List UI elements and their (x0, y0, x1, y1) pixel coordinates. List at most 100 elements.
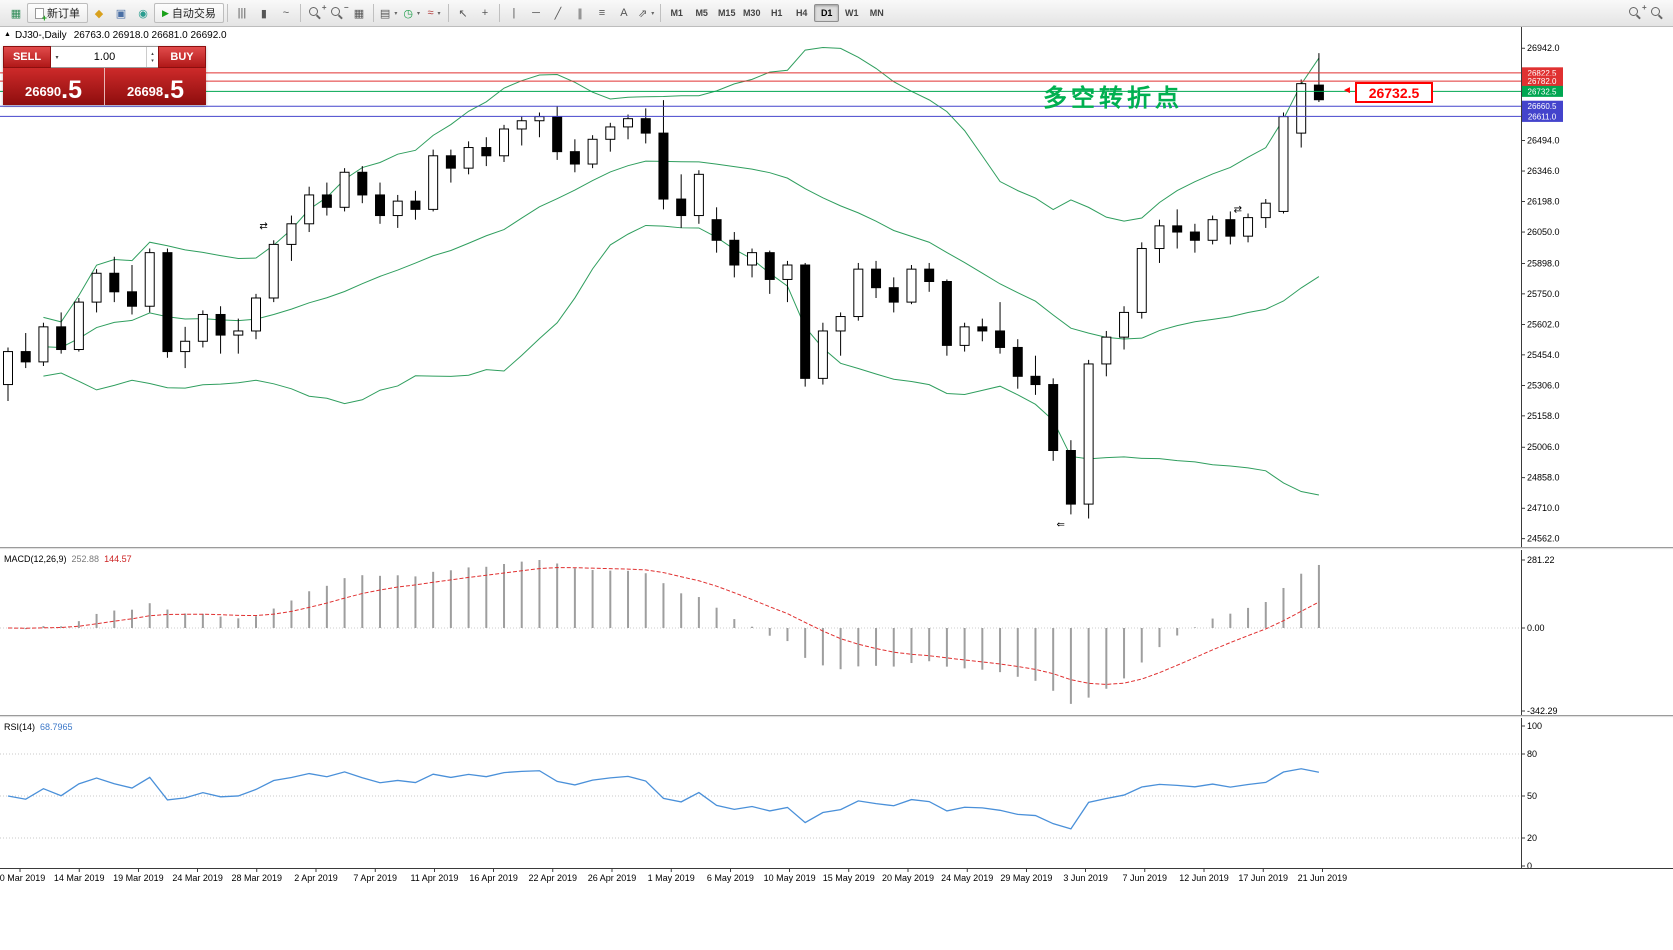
vertical-line-button[interactable]: | (503, 3, 525, 23)
arrows-objects-button[interactable]: ⇗ ▾ (635, 3, 657, 23)
price-axis-label: 26050.0 (1527, 227, 1560, 237)
equidistant-channel-button[interactable]: ∥ (569, 3, 591, 23)
arrows-objects-caret-icon: ▾ (651, 10, 655, 17)
candle-body (924, 268, 935, 283)
price-axis-label: 24562.0 (1527, 534, 1560, 544)
macd-indicator-label: MACD(12,26,9) 252.88 144.57 (4, 554, 137, 564)
new-order-button[interactable]: 新订单 (27, 3, 88, 23)
price-axis-label: 25306.0 (1527, 380, 1560, 390)
candle-body (375, 194, 386, 217)
crosshair-icon: + (481, 7, 489, 19)
separator-1 (226, 4, 228, 22)
cursor-button[interactable]: ↖ (452, 3, 474, 23)
price-axis[interactable] (1521, 27, 1673, 868)
find-symbol-button[interactable]: + (1624, 3, 1647, 23)
periods-button[interactable]: ◷ ▾ (400, 3, 423, 23)
volume-dropdown-caret-icon[interactable]: ▾ (55, 54, 59, 61)
date-axis[interactable] (0, 868, 1521, 890)
price-level-tag-label: 26660.5 (1528, 102, 1557, 111)
vertical-line-icon: | (512, 7, 516, 19)
rsi-value: 68.7965 (40, 722, 73, 732)
text-button[interactable]: A (613, 3, 635, 23)
candle-body (995, 330, 1006, 348)
spin-down-icon[interactable]: ▾ (151, 57, 154, 64)
timeframe-m1-button[interactable]: M1 (670, 8, 683, 18)
spin-up-icon[interactable]: ▴ (151, 50, 154, 57)
candle-body (304, 194, 315, 225)
macd-pane[interactable] (0, 550, 1521, 715)
timeframe-h1-button[interactable]: H1 (770, 8, 783, 18)
terminal-button[interactable]: ▦ (5, 3, 27, 23)
volume-spinner[interactable]: ▴ ▾ (146, 47, 158, 67)
crosshair-button[interactable]: + (474, 3, 496, 23)
indicators-button[interactable]: ≈ ▾ (423, 3, 445, 23)
candle-body (587, 138, 598, 165)
date-axis-label: 29 May 2019 (1000, 873, 1052, 883)
candle-body (959, 326, 970, 346)
price-axis-label: 25158.0 (1527, 411, 1560, 421)
price-divider (104, 68, 105, 105)
timeframe-mn-button[interactable]: MN (869, 8, 884, 18)
horizontal-line-button[interactable]: ─ (525, 3, 547, 23)
market-watch-button[interactable]: ◆ (88, 3, 110, 23)
candle-body (1083, 363, 1094, 505)
candle-body (180, 340, 191, 353)
timeframe-m30-button[interactable]: M30 (742, 8, 761, 18)
candle-body (853, 268, 864, 318)
sell-price-big: .5 (61, 76, 82, 104)
candle-body (747, 252, 758, 266)
candle-body (764, 252, 775, 280)
pane-divider-rsi[interactable] (0, 715, 1673, 718)
volume-input[interactable]: ▾ 1.00 ▴ ▾ (51, 46, 158, 68)
data-window-button[interactable]: ▣ (110, 3, 132, 23)
candle-body (3, 351, 13, 386)
candle-body (941, 281, 952, 346)
tile-windows-icon: ▦ (353, 7, 365, 20)
volume-value[interactable]: 1.00 (93, 51, 116, 63)
new-order-button-label: 新订单 (47, 8, 80, 20)
timeframe-m15-button[interactable]: M15 (717, 8, 736, 18)
tile-windows-button[interactable]: ▦ (348, 3, 370, 23)
candle-body (197, 313, 208, 342)
timeframe-w1-button[interactable]: W1 (844, 8, 859, 18)
rsi-pane[interactable] (0, 718, 1521, 868)
new-chart-button[interactable]: ▤ ▾ (377, 3, 400, 23)
fibonacci-icon: ≡ (598, 7, 606, 19)
candle-body (569, 151, 580, 165)
separator-4 (447, 4, 449, 22)
line-chart-type-button[interactable]: ~ (275, 3, 297, 23)
candle-body (1172, 225, 1183, 233)
pane-divider-macd[interactable] (0, 547, 1673, 550)
data-window-icon: ▣ (115, 7, 127, 20)
price-callout-box: 26732.5 (1355, 82, 1433, 103)
bar-chart-type-button[interactable]: ||| (231, 3, 253, 23)
price-level-tag (1521, 85, 1563, 97)
navigator-icon: ◉ (138, 7, 148, 20)
main-chart-pane[interactable] (0, 27, 1521, 547)
zoom-out-button[interactable]: − (326, 3, 349, 23)
buy-button[interactable]: BUY (158, 46, 206, 68)
sell-price-display[interactable]: 26690.5 (3, 68, 104, 105)
timeframe-m5-button[interactable]: M5 (695, 8, 708, 18)
chart-symbol-period: DJ30-,Daily (15, 30, 67, 41)
auto-trading-button[interactable]: ▶ 自动交易 (154, 3, 224, 23)
candle-body (481, 147, 492, 157)
candlestick-type-button[interactable]: ▮ (253, 3, 275, 23)
fibonacci-button[interactable]: ≡ (591, 3, 613, 23)
line-chart-type-icon: ~ (282, 7, 290, 19)
navigator-button[interactable]: ◉ (132, 3, 154, 23)
price-axis-label: 25602.0 (1527, 319, 1560, 329)
candle-body (428, 155, 439, 210)
date-axis-label: 17 Jun 2019 (1238, 873, 1288, 883)
trendline-button[interactable]: ╱ (547, 3, 569, 23)
search-button[interactable] (1646, 3, 1668, 23)
sell-button[interactable]: SELL (3, 46, 51, 68)
candle-body (215, 313, 226, 336)
zoom-in-button[interactable]: + (304, 3, 327, 23)
timeframe-d1-button[interactable]: D1 (814, 4, 840, 22)
one-click-collapse-toggle[interactable]: ▲ (4, 31, 11, 38)
timeframe-h4-button[interactable]: H4 (795, 8, 808, 18)
price-axis-label: 25454.0 (1527, 350, 1560, 360)
buy-price-display[interactable]: 26698.5 (105, 68, 206, 105)
